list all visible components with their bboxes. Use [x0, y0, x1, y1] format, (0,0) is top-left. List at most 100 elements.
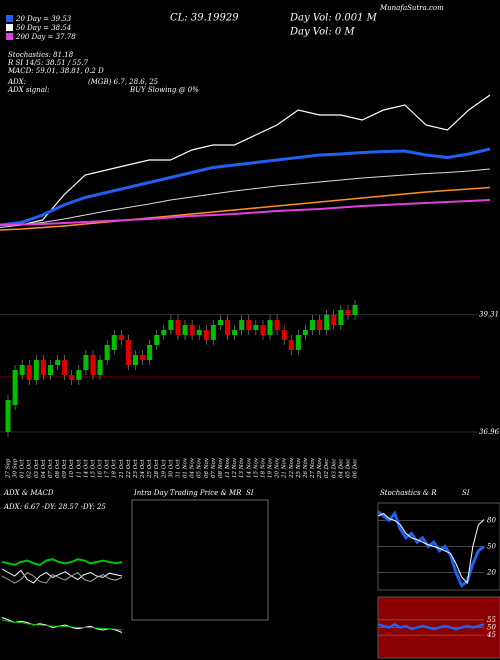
candle-body: [26, 365, 32, 380]
panel-title: SI: [246, 489, 254, 497]
x-tick-label: 04 Oct: [41, 459, 47, 478]
candle-body: [217, 320, 223, 325]
candle-body: [281, 330, 287, 340]
series-line: [0, 147, 491, 227]
candle-body: [33, 360, 39, 380]
legend-label: 20 Day = 39.53: [15, 15, 72, 23]
x-tick-label: 08 Nov: [218, 457, 224, 478]
x-tick-label: 02 Dec: [324, 459, 330, 479]
candle-body: [47, 365, 53, 375]
x-tick-label: 10 Oct: [69, 459, 75, 478]
y-tick-label: 39.31: [479, 311, 499, 319]
x-tick-label: 05 Dec: [345, 459, 351, 479]
x-tick-label: 03 Oct: [34, 459, 40, 478]
candle-body: [161, 330, 167, 335]
candle-body: [154, 335, 160, 345]
x-tick-label: 08 Oct: [55, 459, 61, 478]
vol: Day Vol: 0.001 M: [289, 13, 378, 24]
x-tick-label: 05 Nov: [197, 457, 203, 478]
candle-body: [83, 355, 89, 370]
candle-body: [19, 365, 25, 375]
candle-body: [324, 315, 330, 330]
candle-body: [97, 360, 103, 375]
rsi: R SI 14/5: 38.51 / 55.7: [7, 59, 89, 67]
series-line: [1, 558, 123, 566]
adx: ADX:: [7, 78, 26, 86]
x-tick-label: 15 Nov: [253, 457, 259, 478]
x-tick-label: 16 Oct: [98, 459, 104, 478]
legend-swatch: [6, 24, 13, 31]
x-tick-label: 28 Oct: [154, 459, 160, 479]
x-tick-label: 30 Sep: [13, 458, 19, 478]
x-tick-label: 14 Oct: [83, 459, 89, 478]
candle-body: [302, 330, 308, 335]
x-tick-label: 27 Nov: [310, 457, 316, 479]
candle-body: [118, 335, 124, 340]
x-tick-label: 27 Sep: [6, 458, 12, 479]
panel-frame: [131, 499, 269, 621]
x-tick-label: 26 Nov: [303, 457, 309, 479]
y-tick-label: 20: [486, 569, 496, 577]
x-tick-label: 18 Oct: [112, 459, 118, 478]
x-tick-label: 01 Oct: [20, 459, 26, 478]
series-line: [377, 512, 485, 585]
legend-label: 50 Day = 38.54: [16, 24, 71, 32]
x-tick-label: 31 Oct: [175, 459, 181, 478]
x-tick-label: 15 Oct: [90, 459, 96, 478]
x-tick-label: 04 Nov: [190, 457, 196, 478]
source: MunafaSutra.com: [379, 4, 444, 12]
candle-body: [132, 355, 138, 365]
candle-body: [345, 310, 351, 315]
candle-body: [62, 360, 68, 375]
candle-body: [69, 375, 75, 380]
x-tick-label: 06 Nov: [204, 457, 210, 478]
candle-body: [140, 355, 146, 360]
x-tick-label: 17 Oct: [105, 459, 111, 478]
x-tick-label: 12 Nov: [232, 457, 238, 478]
candle-body: [352, 305, 358, 315]
series-line: [0, 94, 491, 226]
candle-body: [288, 340, 294, 350]
candle-body: [253, 325, 259, 330]
candle-body: [338, 310, 344, 325]
candle-body: [246, 320, 252, 330]
candle-body: [225, 320, 231, 335]
x-tick-label: 03 Dec: [331, 459, 337, 479]
series-line: [1, 619, 123, 631]
x-tick-label: 07 Nov: [211, 457, 217, 478]
candle-body: [196, 330, 202, 335]
legend-swatch: [6, 15, 13, 22]
candle-body: [168, 320, 174, 330]
candle-body: [317, 320, 323, 330]
series-line: [1, 571, 123, 584]
x-tick-label: 20 Nov: [275, 457, 281, 479]
candle-body: [76, 370, 82, 380]
x-tick-label: 07 Oct: [48, 459, 54, 478]
candle-body: [104, 345, 110, 360]
candle-body: [5, 400, 11, 432]
x-tick-label: 11 Nov: [225, 457, 231, 478]
candle-body: [111, 335, 117, 350]
y-tick-label: 50: [487, 624, 496, 632]
candle-body: [125, 340, 131, 365]
x-tick-label: 02 Oct: [27, 459, 33, 478]
candle-body: [232, 330, 238, 335]
y-tick-label: 80: [487, 516, 496, 524]
x-tick-label: 22 Nov: [289, 457, 295, 479]
x-tick-label: 19 Nov: [268, 457, 274, 478]
signal: BUY Slowing @ 0%: [129, 86, 199, 94]
x-tick-label: 21 Nov: [282, 457, 288, 479]
adx-signal: ADX signal:: [7, 86, 49, 94]
candle-body: [90, 355, 96, 375]
x-tick-label: 21 Oct: [119, 459, 125, 479]
candle-body: [182, 325, 188, 335]
candle-body: [55, 360, 61, 365]
series-line: [1, 568, 123, 584]
candle-body: [175, 320, 181, 335]
series-line: [1, 617, 123, 633]
candle-body: [189, 325, 195, 335]
adx-values: (MGB) 6.7, 28.6, 25: [88, 78, 159, 86]
legend-label: 200 Day = 37.78: [15, 33, 76, 41]
x-tick-label: 09 Oct: [62, 459, 68, 478]
